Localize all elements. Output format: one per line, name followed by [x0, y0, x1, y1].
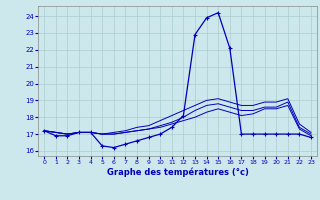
X-axis label: Graphe des températures (°c): Graphe des températures (°c)	[107, 168, 249, 177]
